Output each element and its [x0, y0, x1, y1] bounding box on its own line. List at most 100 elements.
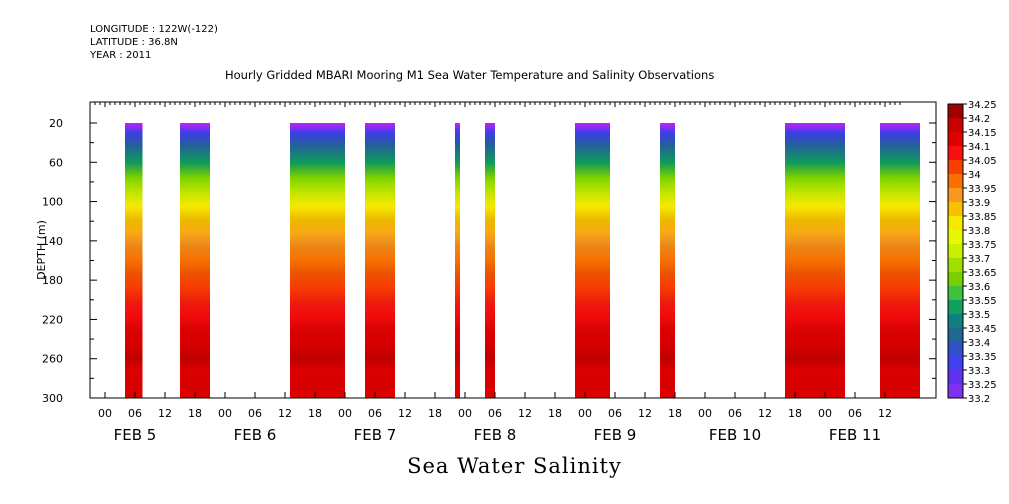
- x-tick-label: 06: [368, 407, 382, 420]
- colorbar-label: 33.8: [968, 226, 990, 237]
- longitude-label: LONGITUDE : 122W(-122): [90, 24, 218, 35]
- colorbar-swatch: [948, 300, 963, 315]
- data-segment-shading: [880, 123, 920, 398]
- colorbar-swatch: [948, 132, 963, 147]
- x-tick-label: 12: [878, 407, 892, 420]
- colorbar-label: 33.45: [968, 324, 997, 335]
- colorbar-label: 33.75: [968, 240, 997, 251]
- x-tick-label: 00: [458, 407, 472, 420]
- plot-frame: [89, 101, 937, 399]
- colorbar-label: 33.9: [968, 198, 990, 209]
- day-label: FEB 9: [594, 426, 637, 444]
- x-tick-label: 12: [638, 407, 652, 420]
- chart-title: Hourly Gridded MBARI Mooring M1 Sea Wate…: [225, 68, 715, 82]
- y-tick-label: 300: [42, 392, 63, 405]
- data-segment-shading: [785, 123, 845, 398]
- colorbar-swatch: [948, 384, 963, 399]
- data-segment-shading: [660, 123, 675, 398]
- colorbar-label: 33.55: [968, 296, 997, 307]
- y-tick-label: 140: [42, 235, 63, 248]
- x-tick-label: 18: [788, 407, 802, 420]
- y-tick-label: 100: [42, 196, 63, 209]
- colorbar-label: 33.35: [968, 352, 997, 363]
- colorbar-swatch: [948, 286, 963, 301]
- x-tick-label: 18: [308, 407, 322, 420]
- x-tick-label: 00: [218, 407, 232, 420]
- colorbar-label: 34.1: [968, 142, 990, 153]
- y-tick-label: 180: [42, 274, 63, 287]
- data-segment-shading: [125, 123, 143, 398]
- colorbar-swatch: [948, 258, 963, 273]
- colorbar-label: 33.3: [968, 366, 990, 377]
- x-tick-label: 06: [128, 407, 142, 420]
- colorbar-label: 33.95: [968, 184, 997, 195]
- colorbar-label: 33.25: [968, 380, 997, 391]
- colorbar-swatch: [948, 202, 963, 217]
- x-tick-label: 12: [398, 407, 412, 420]
- y-tick-label: 220: [42, 313, 63, 326]
- x-tick-label: 12: [158, 407, 172, 420]
- colorbar-label: 34.05: [968, 156, 997, 167]
- data-segment-shading: [575, 123, 610, 398]
- colorbar-swatch: [948, 118, 963, 133]
- day-label: FEB 5: [114, 426, 157, 444]
- colorbar-swatch: [948, 146, 963, 161]
- x-tick-label: 12: [518, 407, 532, 420]
- colorbar-swatch: [948, 342, 963, 357]
- x-tick-label: 06: [848, 407, 862, 420]
- data-segment-shading: [290, 123, 345, 398]
- colorbar-swatch: [948, 188, 963, 203]
- salinity-data-layer: [125, 123, 920, 398]
- colorbar-label: 33.7: [968, 254, 990, 265]
- colorbar: 34.25 34.2 34.15 34.1 34.05 34 33.95 33.9 33.85 3…: [947, 100, 997, 405]
- y-tick-label: 20: [49, 117, 63, 130]
- day-label: FEB 8: [474, 426, 517, 444]
- x-tick-label: 06: [608, 407, 622, 420]
- x-tick-label: 18: [548, 407, 562, 420]
- x-tick-label: 06: [728, 407, 742, 420]
- y-tick-label: 60: [49, 156, 63, 169]
- day-label: FEB 7: [354, 426, 397, 444]
- y-tick-label: 260: [42, 353, 63, 366]
- colorbar-label: 33.6: [968, 282, 990, 293]
- x-tick-label: 06: [488, 407, 502, 420]
- data-segment-shading: [365, 123, 395, 398]
- x-tick-label: 00: [818, 407, 832, 420]
- colorbar-label: 33.2: [968, 394, 990, 405]
- colorbar-swatch: [948, 104, 963, 119]
- colorbar-label: 34.25: [968, 100, 997, 111]
- x-tick-label: 00: [338, 407, 352, 420]
- colorbar-swatch: [948, 230, 963, 245]
- colorbar-label: 33.85: [968, 212, 997, 223]
- year-label: YEAR : 2011: [90, 50, 152, 61]
- colorbar-swatch: [948, 216, 963, 231]
- colorbar-label: 33.4: [968, 338, 990, 349]
- x-tick-label: 18: [428, 407, 442, 420]
- colorbar-swatch: [948, 272, 963, 287]
- colorbar-swatch: [948, 356, 963, 371]
- x-tick-label: 12: [758, 407, 772, 420]
- x-tick-label: 00: [98, 407, 112, 420]
- colorbar-label: 34.2: [968, 114, 990, 125]
- x-tick-label: 06: [248, 407, 262, 420]
- data-segment-shading: [485, 123, 495, 398]
- x-tick-label: 18: [668, 407, 682, 420]
- colorbar-swatch: [948, 328, 963, 343]
- x-tick-label: 12: [278, 407, 292, 420]
- colorbar-label: 34.15: [968, 128, 997, 139]
- colorbar-label: 34: [968, 170, 981, 181]
- x-tick-label: 00: [578, 407, 592, 420]
- x-tick-label: 00: [698, 407, 712, 420]
- latitude-label: LATITUDE : 36.8N: [90, 37, 178, 48]
- x-axis-label: Sea Water Salinity: [407, 454, 622, 478]
- data-segment-shading: [455, 123, 460, 398]
- y-axis-label: DEPTH (m): [35, 220, 48, 280]
- day-label: FEB 10: [709, 426, 761, 444]
- colorbar-swatch: [948, 160, 963, 175]
- colorbar-frame: [947, 103, 964, 399]
- colorbar-label: 33.5: [968, 310, 990, 321]
- data-segment-shading: [180, 123, 210, 398]
- axes-layer: 00 06 12 18 00 06 12 18 00 06 12 18 00 06 12 18 00 06 12 18…: [35, 101, 937, 444]
- day-label: FEB 11: [829, 426, 881, 444]
